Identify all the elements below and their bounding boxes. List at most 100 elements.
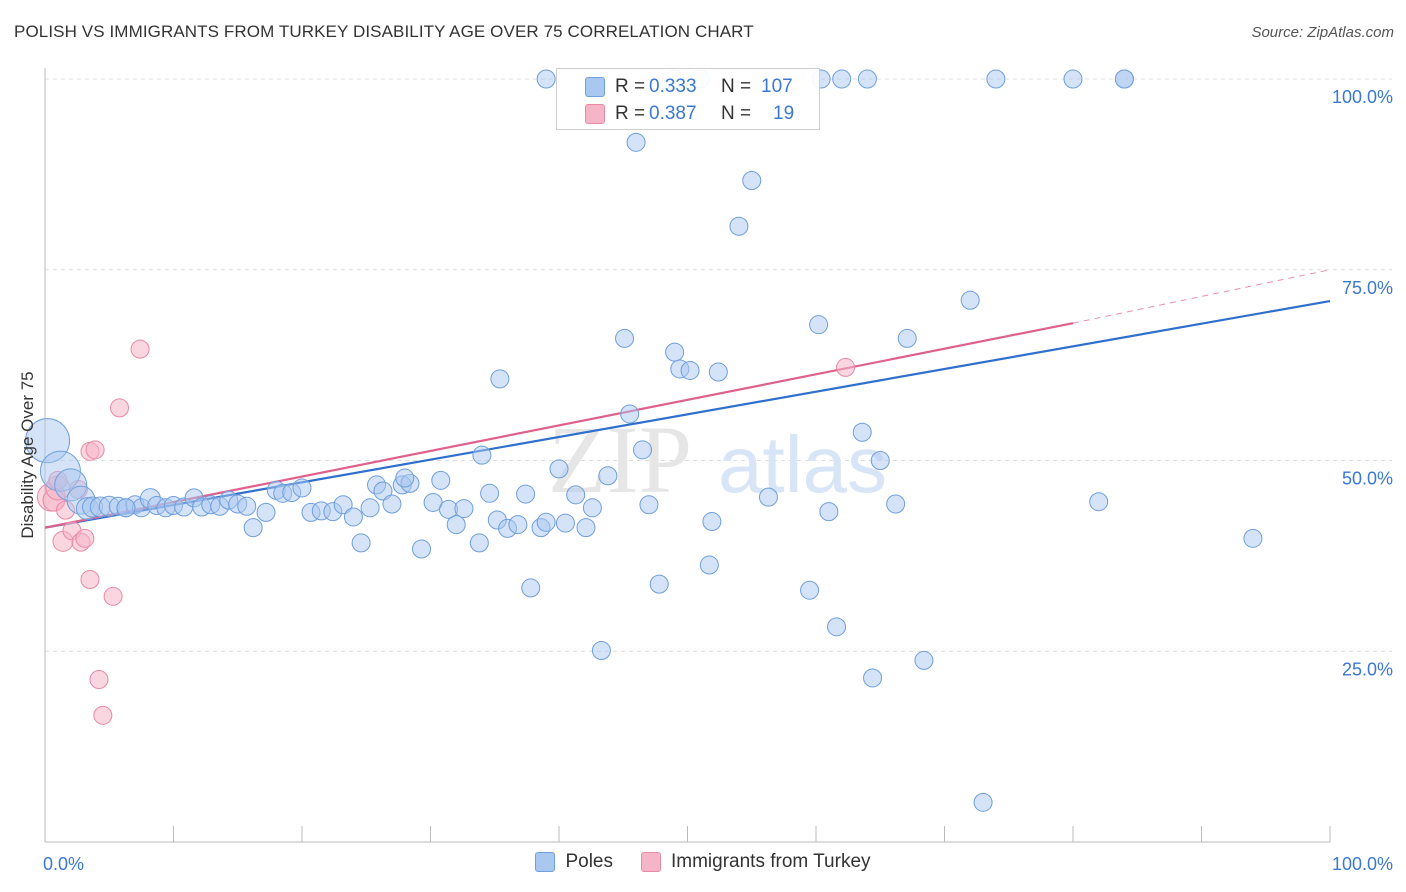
poles-point-68 bbox=[633, 440, 653, 460]
turkey-point-15 bbox=[110, 398, 130, 418]
poles-point-44 bbox=[431, 470, 451, 490]
legend-item-turkey[interactable]: Immigrants from Turkey bbox=[640, 851, 871, 873]
tick-labels: 25.0% 50.0% 75.0% 100.0% 0.0% 100.0% bbox=[43, 87, 1393, 874]
turkey-points bbox=[36, 339, 856, 725]
poles-point-62 bbox=[582, 498, 602, 518]
turkey-point-17 bbox=[836, 357, 856, 377]
poles-point-36 bbox=[360, 498, 380, 518]
poles-point-55 bbox=[521, 578, 541, 598]
turkey-point-13 bbox=[93, 705, 113, 725]
turkey-point-11 bbox=[85, 440, 105, 460]
poles-point-23 bbox=[237, 496, 257, 516]
stats-box: R = 0.333 N = 107 R = 0.387 N = 19 bbox=[556, 68, 820, 130]
turkey-swatch bbox=[585, 104, 605, 124]
turkey-point-12 bbox=[89, 669, 109, 689]
poles-point-61 bbox=[576, 518, 596, 538]
y-tick-label-75: 75.0% bbox=[1342, 278, 1393, 298]
turkey-r-label: R = bbox=[615, 103, 646, 124]
poles-point-104 bbox=[536, 69, 556, 89]
poles-point-103 bbox=[857, 69, 877, 89]
poles-point-38 bbox=[373, 481, 393, 501]
poles-point-100 bbox=[1089, 492, 1109, 512]
poles-point-46 bbox=[446, 515, 466, 535]
x-tick-label-right: 100.0% bbox=[1332, 854, 1393, 874]
poles-point-35 bbox=[351, 533, 371, 553]
poles-point-71 bbox=[665, 342, 685, 362]
poles-r-value: 0.333 bbox=[649, 76, 697, 97]
turkey-n-label: N = bbox=[721, 103, 752, 124]
poles-point-58 bbox=[549, 459, 569, 479]
poles-point-97 bbox=[986, 69, 1006, 89]
poles-r-label: R = bbox=[615, 76, 646, 97]
poles-point-91 bbox=[870, 451, 890, 470]
poles-point-59 bbox=[555, 513, 575, 533]
poles-point-24 bbox=[243, 518, 263, 538]
poles-point-95 bbox=[960, 290, 980, 310]
turkey-point-9 bbox=[80, 570, 100, 590]
y-axis-label: Disability Age Over 75 bbox=[18, 371, 37, 538]
turkey-point-16 bbox=[130, 339, 150, 359]
poles-point-47 bbox=[454, 499, 474, 519]
turkey-r-value: 0.387 bbox=[649, 103, 697, 124]
poles-point-83 bbox=[832, 69, 852, 89]
poles-point-33 bbox=[333, 495, 353, 515]
poles-point-64 bbox=[598, 466, 618, 486]
poles-point-101 bbox=[1114, 69, 1134, 89]
poles-point-73 bbox=[680, 360, 700, 380]
poles-point-87 bbox=[819, 502, 839, 522]
poles-point-88 bbox=[827, 617, 847, 637]
poles-point-77 bbox=[729, 216, 749, 236]
poles-point-57 bbox=[536, 512, 556, 532]
poles-points bbox=[25, 69, 1263, 812]
poles-point-85 bbox=[800, 580, 820, 600]
poles-swatch bbox=[585, 77, 605, 97]
poles-point-74 bbox=[702, 512, 722, 532]
poles-point-48 bbox=[469, 533, 489, 553]
turkey-trend-line bbox=[44, 322, 1074, 529]
y-tick-label-100: 100.0% bbox=[1332, 87, 1393, 107]
poles-point-84 bbox=[758, 487, 778, 507]
poles-n-value: 107 bbox=[761, 76, 793, 97]
poles-point-60 bbox=[566, 485, 586, 505]
poles-point-54 bbox=[516, 484, 536, 504]
chart-title: POLISH VS IMMIGRANTS FROM TURKEY DISABIL… bbox=[14, 22, 754, 41]
poles-point-42 bbox=[412, 539, 432, 559]
poles-point-49 bbox=[472, 445, 492, 465]
poles-point-86 bbox=[809, 315, 829, 335]
poles-point-34 bbox=[343, 507, 363, 527]
poles-point-96 bbox=[973, 792, 993, 812]
poles-point-93 bbox=[897, 328, 917, 348]
turkey-point-14 bbox=[103, 586, 123, 606]
legend-swatch-poles bbox=[535, 852, 556, 872]
poles-point-67 bbox=[620, 404, 640, 424]
poles-point-89 bbox=[852, 422, 872, 442]
watermark: ZIP atlas bbox=[548, 406, 887, 513]
x-tick-label-left: 0.0% bbox=[43, 854, 84, 874]
poles-point-39 bbox=[382, 494, 402, 514]
poles-point-79 bbox=[626, 132, 646, 152]
legend-label-turkey: Immigrants from Turkey bbox=[670, 851, 871, 872]
poles-point-75 bbox=[699, 555, 719, 575]
poles-point-29 bbox=[292, 478, 312, 498]
poles-n-label: N = bbox=[721, 76, 752, 97]
poles-point-65 bbox=[490, 369, 510, 389]
poles-point-66 bbox=[615, 328, 635, 348]
y-tick-label-50: 50.0% bbox=[1342, 469, 1393, 489]
poles-point-78 bbox=[742, 170, 762, 190]
poles-point-69 bbox=[639, 495, 659, 515]
legend-swatch-turkey bbox=[640, 852, 661, 872]
poles-point-90 bbox=[863, 668, 883, 688]
poles-point-106 bbox=[116, 498, 136, 518]
poles-point-76 bbox=[708, 362, 728, 382]
turkey-trend-extension bbox=[1072, 269, 1331, 324]
legend-item-poles[interactable]: Poles bbox=[535, 851, 613, 873]
turkey-n-value: 19 bbox=[773, 103, 795, 124]
turkey-point-8 bbox=[75, 528, 95, 548]
poles-point-92 bbox=[886, 494, 906, 514]
poles-point-105 bbox=[395, 468, 415, 488]
poles-point-70 bbox=[649, 574, 669, 594]
poles-point-98 bbox=[1063, 69, 1083, 89]
poles-point-94 bbox=[914, 650, 934, 670]
legend-label-poles: Poles bbox=[565, 851, 613, 872]
